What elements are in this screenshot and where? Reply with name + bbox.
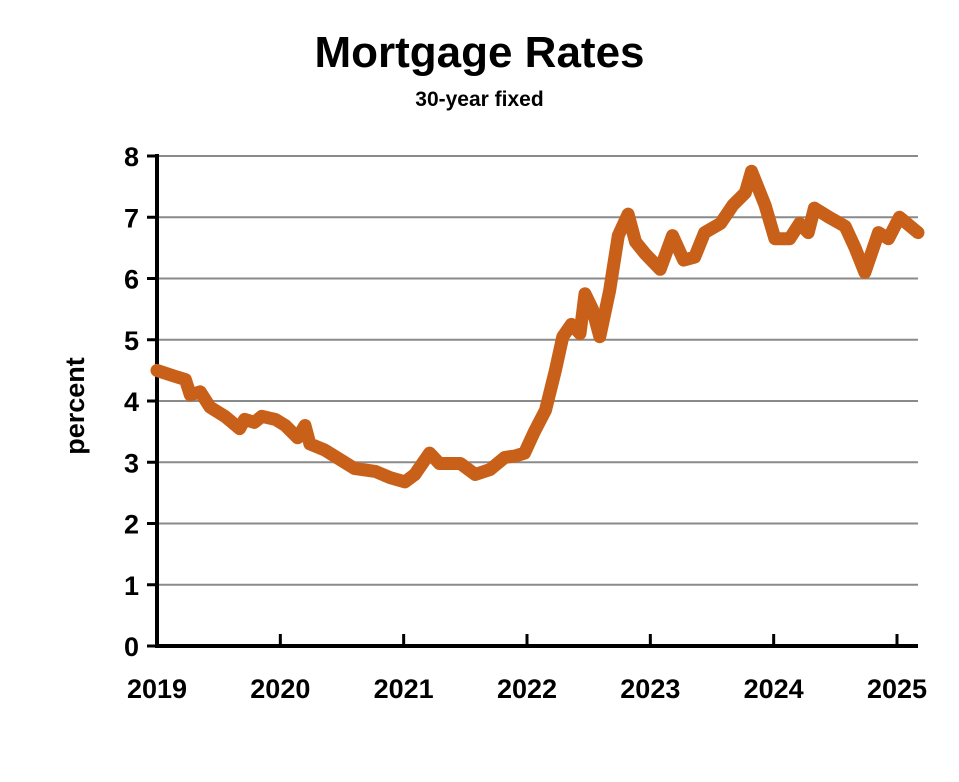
y-tick-label: 3	[124, 448, 139, 478]
x-tick-label: 2024	[744, 674, 804, 704]
x-tick-label: 2019	[127, 674, 187, 704]
rate-line	[150, 164, 925, 489]
x-tick-label: 2023	[620, 674, 680, 704]
y-tick-label: 6	[124, 265, 139, 295]
y-tick-label: 0	[124, 632, 139, 662]
y-tick-label: 2	[124, 510, 139, 540]
chart-subtitle: 30-year fixed	[415, 88, 544, 111]
y-tick-label: 5	[124, 326, 139, 356]
y-axis-label: percent	[60, 357, 90, 455]
x-tick-label: 2022	[497, 674, 557, 704]
y-tick-label: 8	[124, 142, 139, 172]
y-tick-label: 4	[124, 387, 139, 417]
y-tick-label: 1	[124, 571, 139, 601]
chart-title: Mortgage Rates	[314, 28, 645, 77]
x-tick-label: 2020	[250, 674, 310, 704]
x-tick-label: 2021	[374, 674, 434, 704]
x-tick-label: 2025	[867, 674, 927, 704]
y-tick-label: 7	[124, 203, 139, 233]
